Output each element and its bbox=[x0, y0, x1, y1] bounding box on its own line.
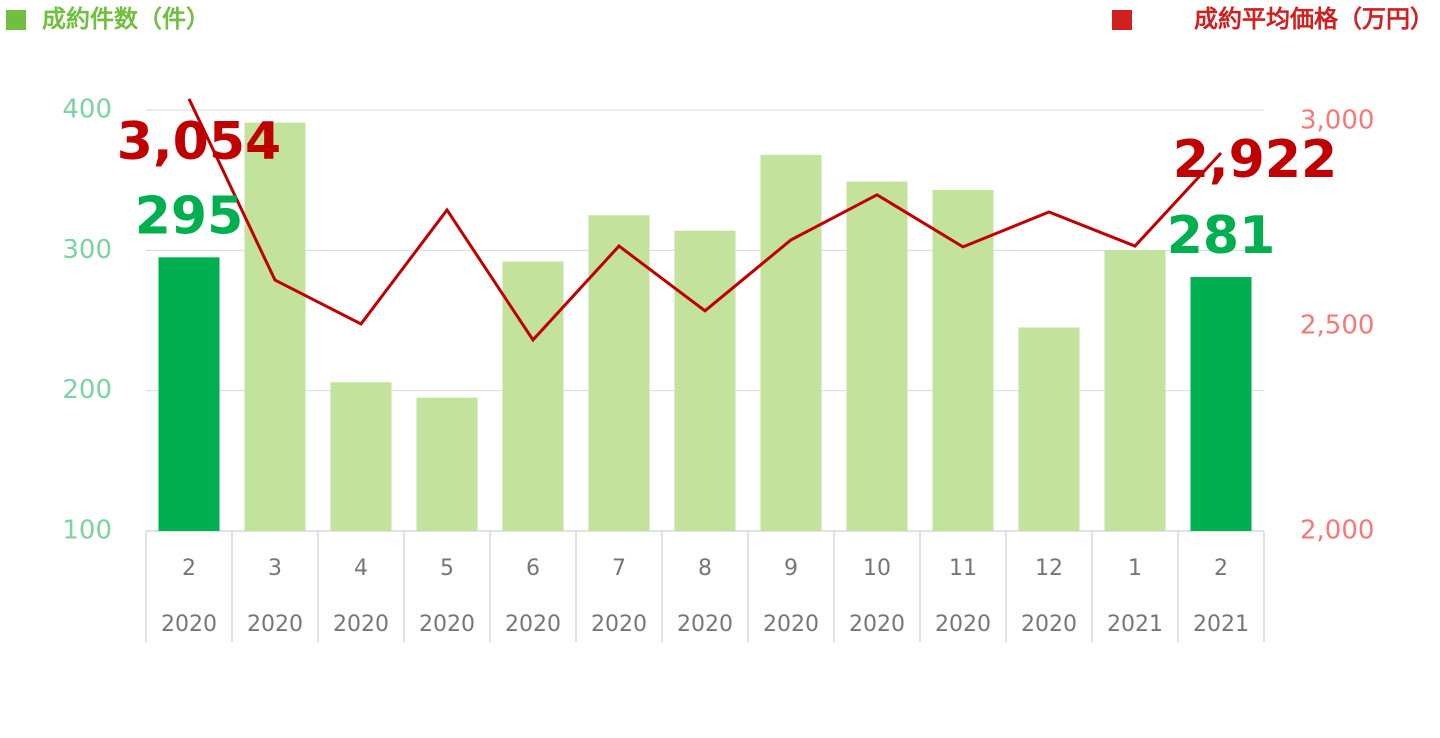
bar bbox=[416, 397, 478, 531]
x-tick-group-label: 2020 bbox=[247, 612, 303, 637]
y-tick-label: 100 bbox=[62, 516, 112, 546]
bar bbox=[244, 122, 306, 531]
x-tick-label: 1 bbox=[1128, 556, 1142, 581]
bar bbox=[932, 189, 994, 532]
legend-swatch bbox=[1112, 10, 1132, 30]
x-tick-group-label: 2020 bbox=[505, 612, 561, 637]
y2-tick-label: 2,000 bbox=[1300, 516, 1374, 546]
bar bbox=[158, 257, 220, 531]
x-tick-group-label: 2020 bbox=[677, 612, 733, 637]
x-tick-group-label: 2020 bbox=[1021, 612, 1077, 637]
y2-tick-label: 3,000 bbox=[1300, 106, 1374, 136]
x-tick-label: 10 bbox=[863, 556, 891, 581]
x-tick-group-label: 2020 bbox=[935, 612, 991, 637]
y-tick-label: 300 bbox=[62, 235, 112, 265]
data-label: 3,054 bbox=[117, 112, 281, 172]
x-tick-group-label: 2020 bbox=[419, 612, 475, 637]
x-tick-label: 11 bbox=[949, 556, 977, 581]
x-tick-label: 3 bbox=[268, 556, 282, 581]
x-tick-label: 12 bbox=[1035, 556, 1063, 581]
x-tick-group-label: 2021 bbox=[1107, 612, 1163, 637]
legend-label: 成約平均価格（万円） bbox=[1194, 5, 1434, 33]
x-tick-label: 2 bbox=[182, 556, 196, 581]
x-tick-label: 8 bbox=[698, 556, 712, 581]
bar bbox=[846, 181, 908, 531]
x-tick-group-label: 2020 bbox=[849, 612, 905, 637]
x-tick-label: 4 bbox=[354, 556, 368, 581]
legend-swatch bbox=[6, 10, 26, 30]
x-tick-group-label: 2020 bbox=[591, 612, 647, 637]
legend-label: 成約件数（件） bbox=[42, 5, 210, 33]
x-tick-group-label: 2020 bbox=[161, 612, 217, 637]
x-tick-group-label: 2020 bbox=[333, 612, 389, 637]
y2-tick-label: 2,500 bbox=[1300, 311, 1374, 341]
data-label: 295 bbox=[135, 186, 244, 246]
x-tick-group-label: 2020 bbox=[763, 612, 819, 637]
x-tick-label: 7 bbox=[612, 556, 626, 581]
data-label: 2,922 bbox=[1173, 130, 1337, 190]
x-tick-label: 2 bbox=[1214, 556, 1228, 581]
bar bbox=[1190, 276, 1252, 531]
bar bbox=[330, 382, 392, 531]
x-tick-group-label: 2021 bbox=[1193, 612, 1249, 637]
y-tick-label: 400 bbox=[62, 95, 112, 125]
data-label: 281 bbox=[1167, 206, 1276, 266]
bar bbox=[674, 230, 736, 532]
bar bbox=[760, 154, 822, 531]
x-tick-label: 6 bbox=[526, 556, 540, 581]
line bbox=[187, 98, 1223, 343]
bar bbox=[502, 261, 564, 531]
y-tick-label: 200 bbox=[62, 375, 112, 405]
x-tick-label: 9 bbox=[784, 556, 798, 581]
x-tick-label: 5 bbox=[440, 556, 454, 581]
bar bbox=[1018, 327, 1080, 531]
bar bbox=[1104, 250, 1166, 532]
